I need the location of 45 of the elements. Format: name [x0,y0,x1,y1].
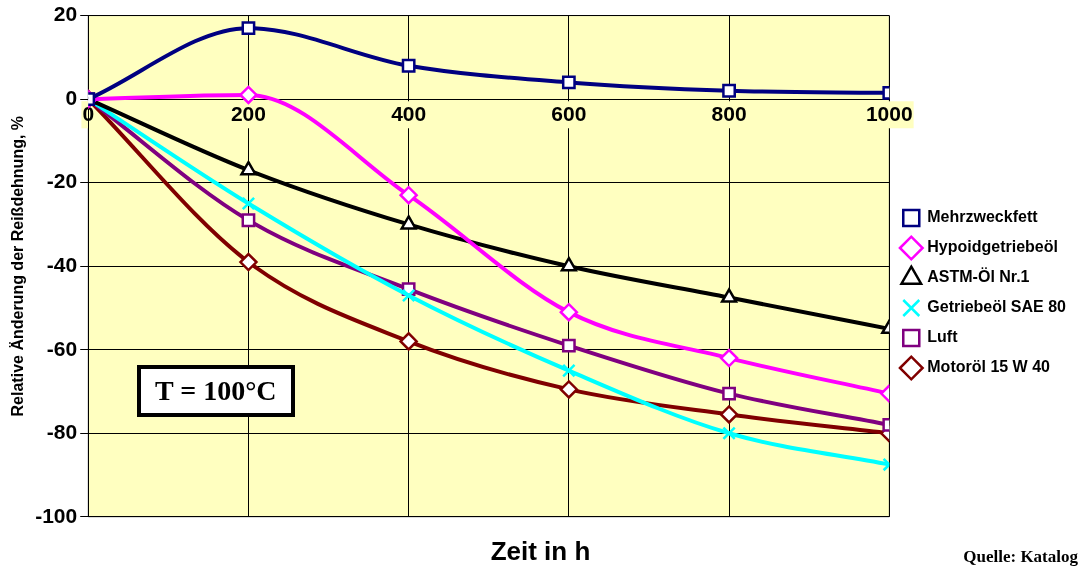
legend-label: Luft [927,328,959,346]
point [241,196,256,211]
point [241,21,256,36]
point [561,363,576,378]
y-tick-label: -100 [35,503,78,527]
x-tick-label: 400 [391,101,427,125]
x-tick-label: 800 [711,101,747,125]
point [240,160,257,176]
point [560,256,578,272]
point [722,386,736,401]
y-tick-label: -40 [46,253,78,276]
point [722,426,736,441]
legend-label: Mehrzweckfett [927,208,1039,226]
point [559,380,579,399]
y-tick-label: 0 [65,85,78,109]
y-axis-title: Relative Änderung der Reißdehnung, % [9,115,27,417]
point [561,75,576,90]
x-tick-label: 1000 [865,101,913,125]
y-tick-label: -20 [46,169,78,193]
point [400,215,417,230]
point [239,252,258,272]
point [719,348,739,368]
point [241,213,256,228]
legend-label: ASTM-Öl Nr.1 [927,267,1030,286]
point [720,288,738,303]
point [239,85,258,105]
point [561,338,576,353]
legend-label: Hypoidgetriebeöl [927,238,1058,256]
y-tick-label: -60 [46,336,78,360]
legend-label: Motoröl 15 W 40 [927,358,1051,376]
x-axis-title: Zeit in h [490,535,591,566]
source-note: Quelle: Katalog [963,547,1078,567]
point [722,83,736,98]
point [399,332,418,351]
x-tick-label: 200 [230,101,266,125]
point [401,288,416,303]
y-tick-label: -80 [46,420,78,444]
point [559,302,579,322]
legend-label: Getriebeöl SAE 80 [927,298,1067,316]
y-tick-label: 20 [53,2,78,26]
point [401,58,416,73]
annotation: T = 100°C [137,365,295,417]
point [399,185,418,205]
x-tick-label: 600 [551,101,587,125]
point [719,405,739,424]
